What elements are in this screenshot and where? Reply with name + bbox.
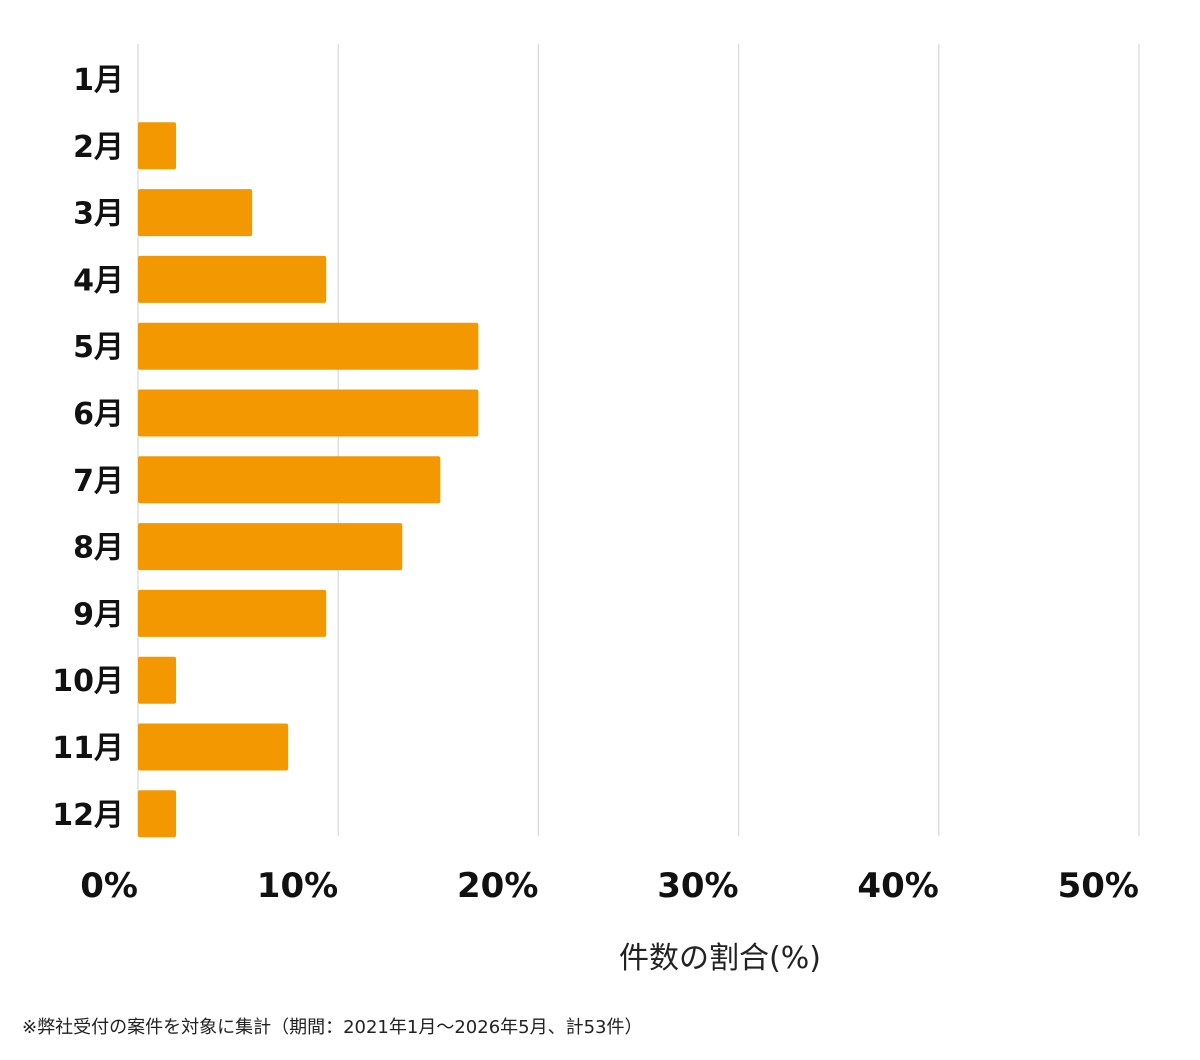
y-category-label: 9月: [73, 597, 124, 632]
y-category-label: 2月: [73, 130, 124, 165]
bar-12: [138, 790, 177, 838]
bar-6: [138, 389, 479, 437]
y-category-label: 6月: [73, 397, 124, 432]
y-category-label: 3月: [73, 197, 124, 232]
x-tick-label: 20%: [457, 866, 538, 906]
bar-3: [138, 189, 253, 237]
y-category-label: 8月: [73, 531, 124, 566]
y-category-label: 11月: [52, 731, 124, 766]
bar-9: [138, 589, 327, 637]
y-category-label: 12月: [52, 798, 124, 833]
gridlines: [137, 44, 1140, 836]
x-tick-label: 50%: [1058, 866, 1139, 906]
bar-11: [138, 723, 289, 771]
x-tick-label: 30%: [657, 866, 738, 906]
bars: [138, 122, 479, 838]
y-category-label: 1月: [73, 63, 124, 98]
bar-5: [138, 322, 479, 370]
bar-8: [138, 523, 403, 571]
y-category-label: 5月: [73, 330, 124, 365]
bar-7: [138, 456, 441, 504]
bar-4: [138, 255, 327, 303]
y-category-label: 7月: [73, 464, 124, 499]
y-category-label: 4月: [73, 263, 124, 298]
x-axis-tick-labels: 0% 10% 20% 30% 40% 50%: [80, 866, 1139, 906]
x-tick-label: 0%: [80, 866, 138, 906]
bar-10: [138, 656, 177, 704]
bar-2: [138, 122, 177, 170]
y-axis-labels: 1月 2月 3月 4月 5月 6月 7月 8月 9月 10月 11月 12月: [52, 63, 124, 833]
y-category-label: 10月: [52, 664, 124, 699]
x-tick-label: 40%: [857, 866, 938, 906]
x-tick-label: 10%: [257, 866, 338, 906]
footnote: ※弊社受付の案件を対象に集計（期間：2021年1月～2026年5月、計53件）: [22, 1017, 643, 1038]
x-axis-title: 件数の割合(%): [619, 941, 821, 976]
